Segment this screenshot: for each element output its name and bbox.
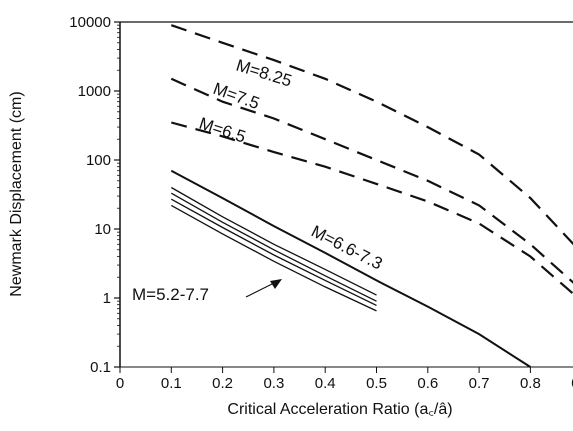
y-ticks: 0.1 1 10 100 1000 10000 [69, 14, 120, 376]
annotation-m65: M=6.5 [197, 114, 248, 147]
x-tick-label: 0 [116, 375, 124, 392]
annotation-m75: M=7.5 [211, 79, 262, 113]
series-line-2 [171, 121, 573, 296]
annotation-arrow-head [270, 279, 282, 289]
series-layer [170, 24, 573, 368]
x-tick-label: 0.5 [366, 375, 387, 392]
x-tick-label: 0.8 [520, 375, 541, 392]
y-axis-label: Newmark Displacement (cm) [8, 91, 25, 296]
y-tick-label: 10 [94, 221, 111, 238]
x-tick-label: 0.7 [469, 375, 490, 392]
annotation-m825: M=8.25 [234, 56, 294, 91]
annotation-m66-73: M=6.6-7.3 [308, 222, 385, 274]
x-axis-label: Critical Acceleration Ratio (a꜀/â) [227, 401, 452, 418]
annotation-m52-77: M=5.2-7.7 [132, 285, 209, 304]
y-tick-label: 1 [103, 290, 111, 307]
x-tick-label: 0.9 [571, 375, 573, 392]
y-tick-label: 1000 [78, 83, 111, 100]
series-m52-77-line-4 [170, 204, 377, 312]
plot-area [119, 21, 573, 368]
series-m52-77-line-2 [170, 192, 377, 302]
y-tick-label: 10000 [69, 14, 111, 31]
y-tick-label: 100 [86, 152, 111, 169]
annotations: M=8.25 M=7.5 M=6.5 M=6.6-7.3 M=5.2-7.7 [132, 56, 385, 304]
x-tick-label: 0.6 [417, 375, 438, 392]
x-tick-label: 0.4 [315, 375, 336, 392]
series-m52-77-line-1 [170, 186, 377, 296]
x-tick-label: 0.1 [161, 375, 182, 392]
x-ticks: 0 0.1 0.2 0.3 0.4 0.5 0.6 0.7 0.8 0.9 [116, 367, 573, 392]
series-line-1 [170, 77, 573, 284]
x-tick-label: 0.3 [263, 375, 284, 392]
x-tick-label: 0.2 [212, 375, 233, 392]
y-tick-label: 0.1 [90, 359, 111, 376]
series-line-0 [170, 24, 573, 246]
series-line-3 [170, 169, 531, 368]
series-m52-77-line-3 [170, 198, 377, 306]
